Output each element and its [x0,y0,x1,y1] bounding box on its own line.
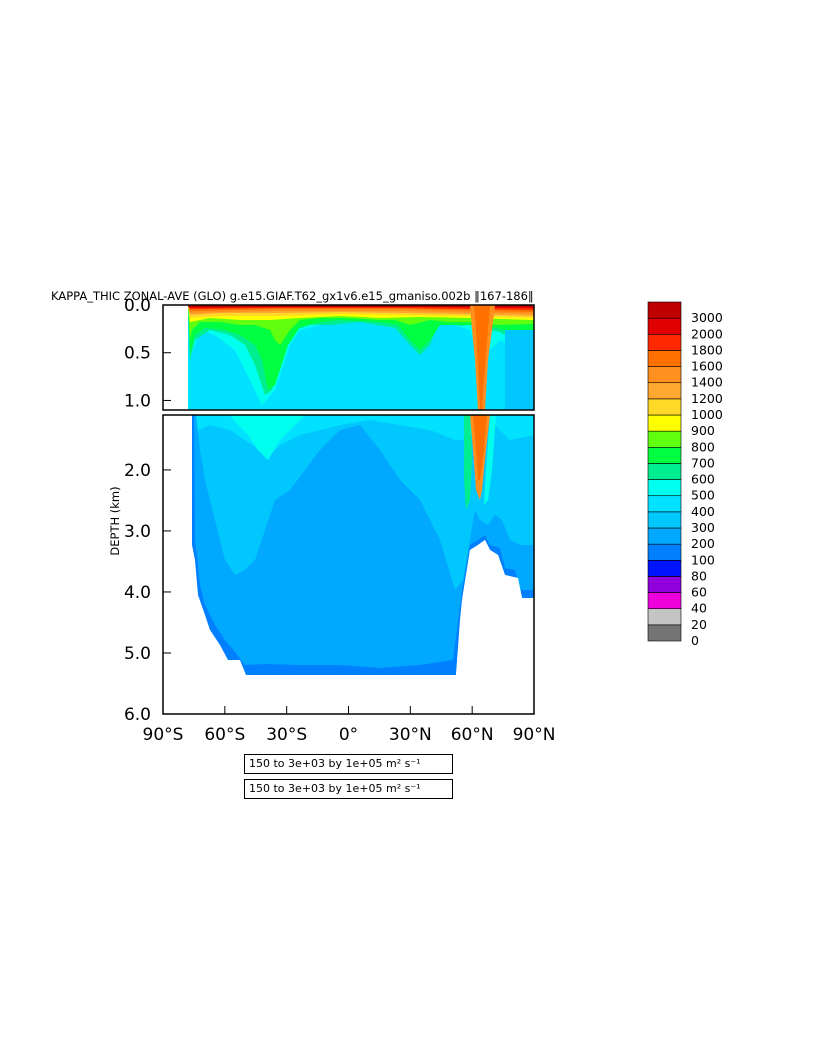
colorbar-swatch [647,543,682,561]
colorbar-swatch [647,527,682,545]
colorbar-label: 20 [691,617,707,632]
colorbar-label: 200 [691,536,715,551]
y-tick-label: 3.0 [124,522,151,542]
colorbar-swatch [647,592,682,610]
x-tick-label: 90°S [143,725,184,745]
x-tick-label: 60°S [204,725,245,745]
colorbar-swatch [647,317,682,335]
x-tick-label: 90°N [513,725,556,745]
x-axis: 90°S 60°S 30°S 0° 30°N 60°N 90°N [143,706,556,745]
range-text: 150 to 3e+03 by 1e+05 m² s⁻¹ [249,782,421,795]
y-tick-label: 6.0 [124,705,151,725]
colorbar-label: 0 [691,633,699,648]
y-tick-label: 5.0 [124,644,151,664]
colorbar-label: 600 [691,472,715,487]
colorbar-swatch [647,479,682,497]
y-axis-lower: 2.0 3.0 4.0 5.0 6.0 [124,461,171,725]
y-axis-label: DEPTH (km) [108,486,122,555]
y-tick-label: 4.0 [124,583,151,603]
colorbar-label: 1800 [691,342,723,357]
colorbar-swatch [647,608,682,626]
colorbar-swatch [647,511,682,529]
colorbar-label: 2000 [691,326,723,341]
colorbar-label: 1200 [691,391,723,406]
contour-range-label: 150 to 3e+03 by 1e+05 m² s⁻¹ [244,779,453,799]
colorbar-swatch [647,366,682,384]
colorbar-label: 40 [691,601,707,616]
chart-title: KAPPA_THIC ZONAL-AVE (GLO) g.e15.GIAF.T6… [51,289,534,303]
colorbar-label: 80 [691,568,707,583]
colorbar-label: 900 [691,423,715,438]
y-tick-label: 2.0 [124,461,151,481]
colorbar-swatch [647,301,682,319]
colorbar-swatch [647,446,682,464]
colorbar-label: 400 [691,504,715,519]
colorbar-label: 700 [691,455,715,470]
x-tick-label: 30°N [389,725,432,745]
colorbar-label: 1000 [691,407,723,422]
colorbar-swatch [647,333,682,351]
x-tick-label: 0° [339,725,358,745]
colorbar-swatch [647,495,682,513]
upper-panel-frame [162,304,535,411]
colorbar-label: 800 [691,439,715,454]
contour-range-label: 150 to 3e+03 by 1e+05 m² s⁻¹ [244,754,453,774]
colorbar-label: 1600 [691,359,723,374]
colorbar-swatch [647,414,682,432]
colorbar-swatch [647,430,682,448]
y-axis-upper: 0.0 0.5 1.0 [124,296,171,411]
upper-panel-field [163,305,534,410]
y-tick-label: 0.0 [124,296,151,316]
colorbar-swatch [647,576,682,593]
colorbar-label: 1400 [691,375,723,390]
colorbar-swatch [647,624,682,642]
colorbar-label: 100 [691,552,715,567]
x-tick-label: 60°N [451,725,494,745]
x-tick-label: 30°S [266,725,307,745]
lower-panel-field [163,415,534,714]
colorbar-label: 300 [691,520,715,535]
colorbar-swatch [647,463,682,480]
range-text: 150 to 3e+03 by 1e+05 m² s⁻¹ [249,757,421,770]
colorbar-label: 60 [691,585,707,600]
y-tick-label: 0.5 [124,344,151,364]
colorbar-label: 3000 [691,310,723,325]
y-tick-label: 1.0 [124,391,151,411]
colorbar-label: 500 [691,488,715,503]
colorbar-swatch [647,398,682,416]
colorbar-swatch [647,350,682,367]
colorbar-swatch [647,382,682,400]
colorbar-swatch [647,559,682,577]
